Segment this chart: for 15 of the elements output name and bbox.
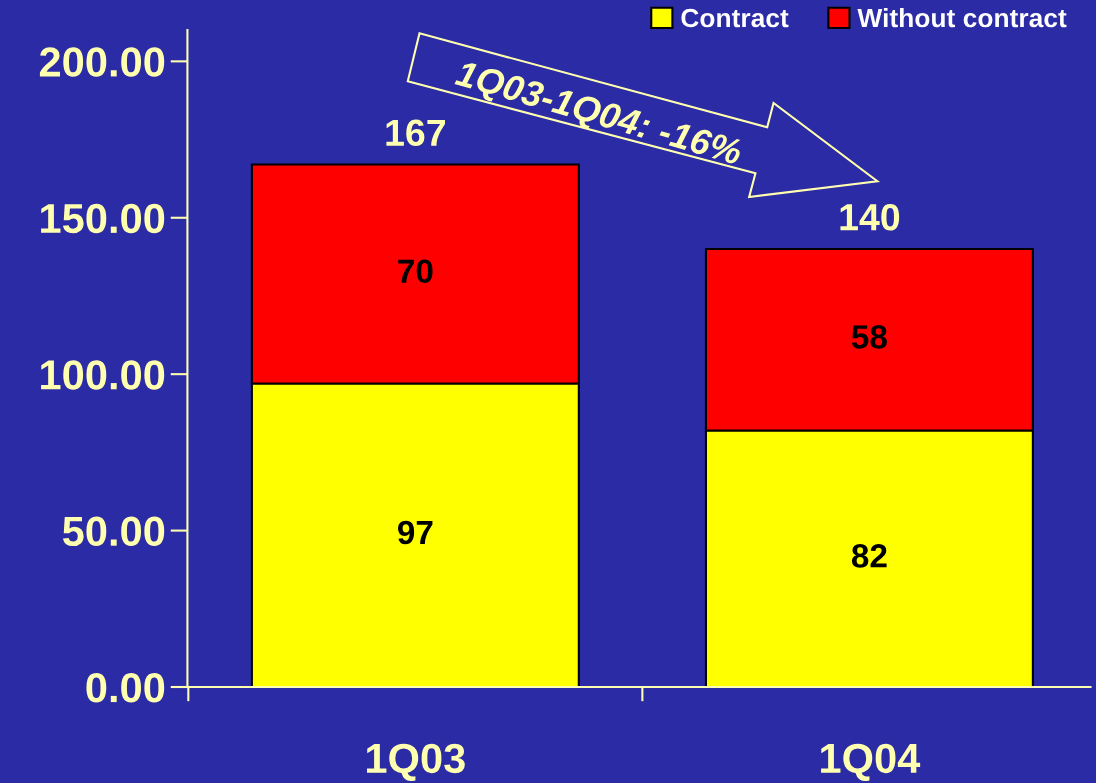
total-label: 167 xyxy=(386,119,445,147)
legend-label: Without contract xyxy=(857,7,1067,28)
y-tick-label: 0.00 xyxy=(86,673,165,703)
legend-label: Contract xyxy=(681,8,789,28)
y-tick-label: 50.00 xyxy=(62,516,165,547)
y-tick-label: 100.00 xyxy=(41,360,165,390)
data-label: 70 xyxy=(398,259,433,284)
total-label: 140 xyxy=(840,203,900,231)
y-tick-label: 150.00 xyxy=(41,203,165,234)
y-tick-label: 200.00 xyxy=(39,47,165,77)
data-label: 97 xyxy=(397,520,433,545)
x-tick-label: 1Q03 xyxy=(367,743,465,781)
data-label: 82 xyxy=(851,544,887,568)
data-label: 58 xyxy=(851,325,887,349)
x-tick-label: 1Q04 xyxy=(821,743,921,781)
